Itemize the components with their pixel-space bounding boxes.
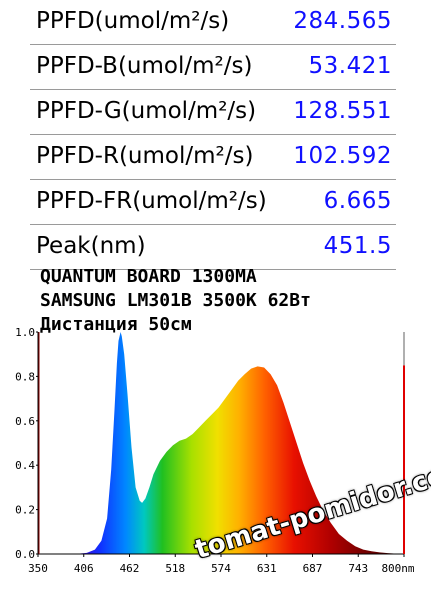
reading-row-ppfd-g: PPFD-G(umol/m²/s) 128.551 bbox=[30, 90, 396, 135]
spectrum-chart: 0.0 0.2 0.4 0.6 0.8 1.0 350 406 462 518 574 631 687… bbox=[15, 326, 415, 575]
title-line-1: QUANTUM BOARD 1300MA bbox=[40, 266, 257, 287]
spectrum-area bbox=[62, 332, 405, 554]
x-tick-label: 462 bbox=[120, 562, 140, 575]
y-tick-label: 0.6 bbox=[15, 415, 35, 428]
reading-row-ppfd-b: PPFD-B(umol/m²/s) 53.421 bbox=[30, 45, 396, 90]
reading-value: 53.421 bbox=[308, 53, 392, 79]
y-tick-label: 0.0 bbox=[15, 548, 35, 561]
reading-label: PPFD-G(umol/m²/s) bbox=[36, 98, 257, 124]
reading-row-peak: Peak(nm) 451.5 bbox=[30, 225, 396, 270]
x-tick-label: 743 bbox=[348, 562, 368, 575]
reading-label: PPFD-R(umol/m²/s) bbox=[36, 143, 254, 169]
y-tick-label: 0.4 bbox=[15, 459, 35, 472]
reading-value: 6.665 bbox=[323, 188, 392, 214]
x-tick-label: 350 bbox=[28, 562, 48, 575]
reading-value: 128.551 bbox=[293, 98, 392, 124]
x-tick-label: 687 bbox=[303, 562, 323, 575]
x-tick-label: 406 bbox=[74, 562, 94, 575]
x-tick-label: 631 bbox=[257, 562, 277, 575]
reading-label: PPFD-B(umol/m²/s) bbox=[36, 53, 253, 79]
title-line-2: SAMSUNG LM301B 3500K 62Вт bbox=[40, 290, 311, 311]
y-tick-labels: 0.0 0.2 0.4 0.6 0.8 1.0 bbox=[15, 326, 38, 561]
x-tick-label: 574 bbox=[211, 562, 231, 575]
reading-label: PPFD(umol/m²/s) bbox=[36, 8, 230, 34]
reading-row-ppfd-fr: PPFD-FR(umol/m²/s) 6.665 bbox=[30, 180, 396, 225]
reading-row-ppfd-r: PPFD-R(umol/m²/s) 102.592 bbox=[30, 135, 396, 180]
reading-label: Peak(nm) bbox=[36, 233, 146, 259]
readings-table: PPFD(umol/m²/s) 284.565 PPFD-B(umol/m²/s… bbox=[30, 0, 396, 270]
title-line-3: Дистанция 50см bbox=[40, 314, 192, 335]
y-tick-label: 0.8 bbox=[15, 370, 35, 383]
y-tick-label: 0.2 bbox=[15, 504, 35, 517]
x-tick-label: 518 bbox=[165, 562, 185, 575]
reading-label: PPFD-FR(umol/m²/s) bbox=[36, 188, 267, 214]
reading-value: 451.5 bbox=[323, 233, 392, 259]
reading-value: 284.565 bbox=[293, 8, 392, 34]
x-tick-label: 800nm bbox=[381, 562, 414, 575]
reading-row-ppfd: PPFD(umol/m²/s) 284.565 bbox=[30, 0, 396, 45]
reading-value: 102.592 bbox=[293, 143, 392, 169]
x-tick-labels: 350 406 462 518 574 631 687 743 800nm bbox=[28, 554, 415, 575]
y-tick-label: 1.0 bbox=[15, 326, 35, 339]
